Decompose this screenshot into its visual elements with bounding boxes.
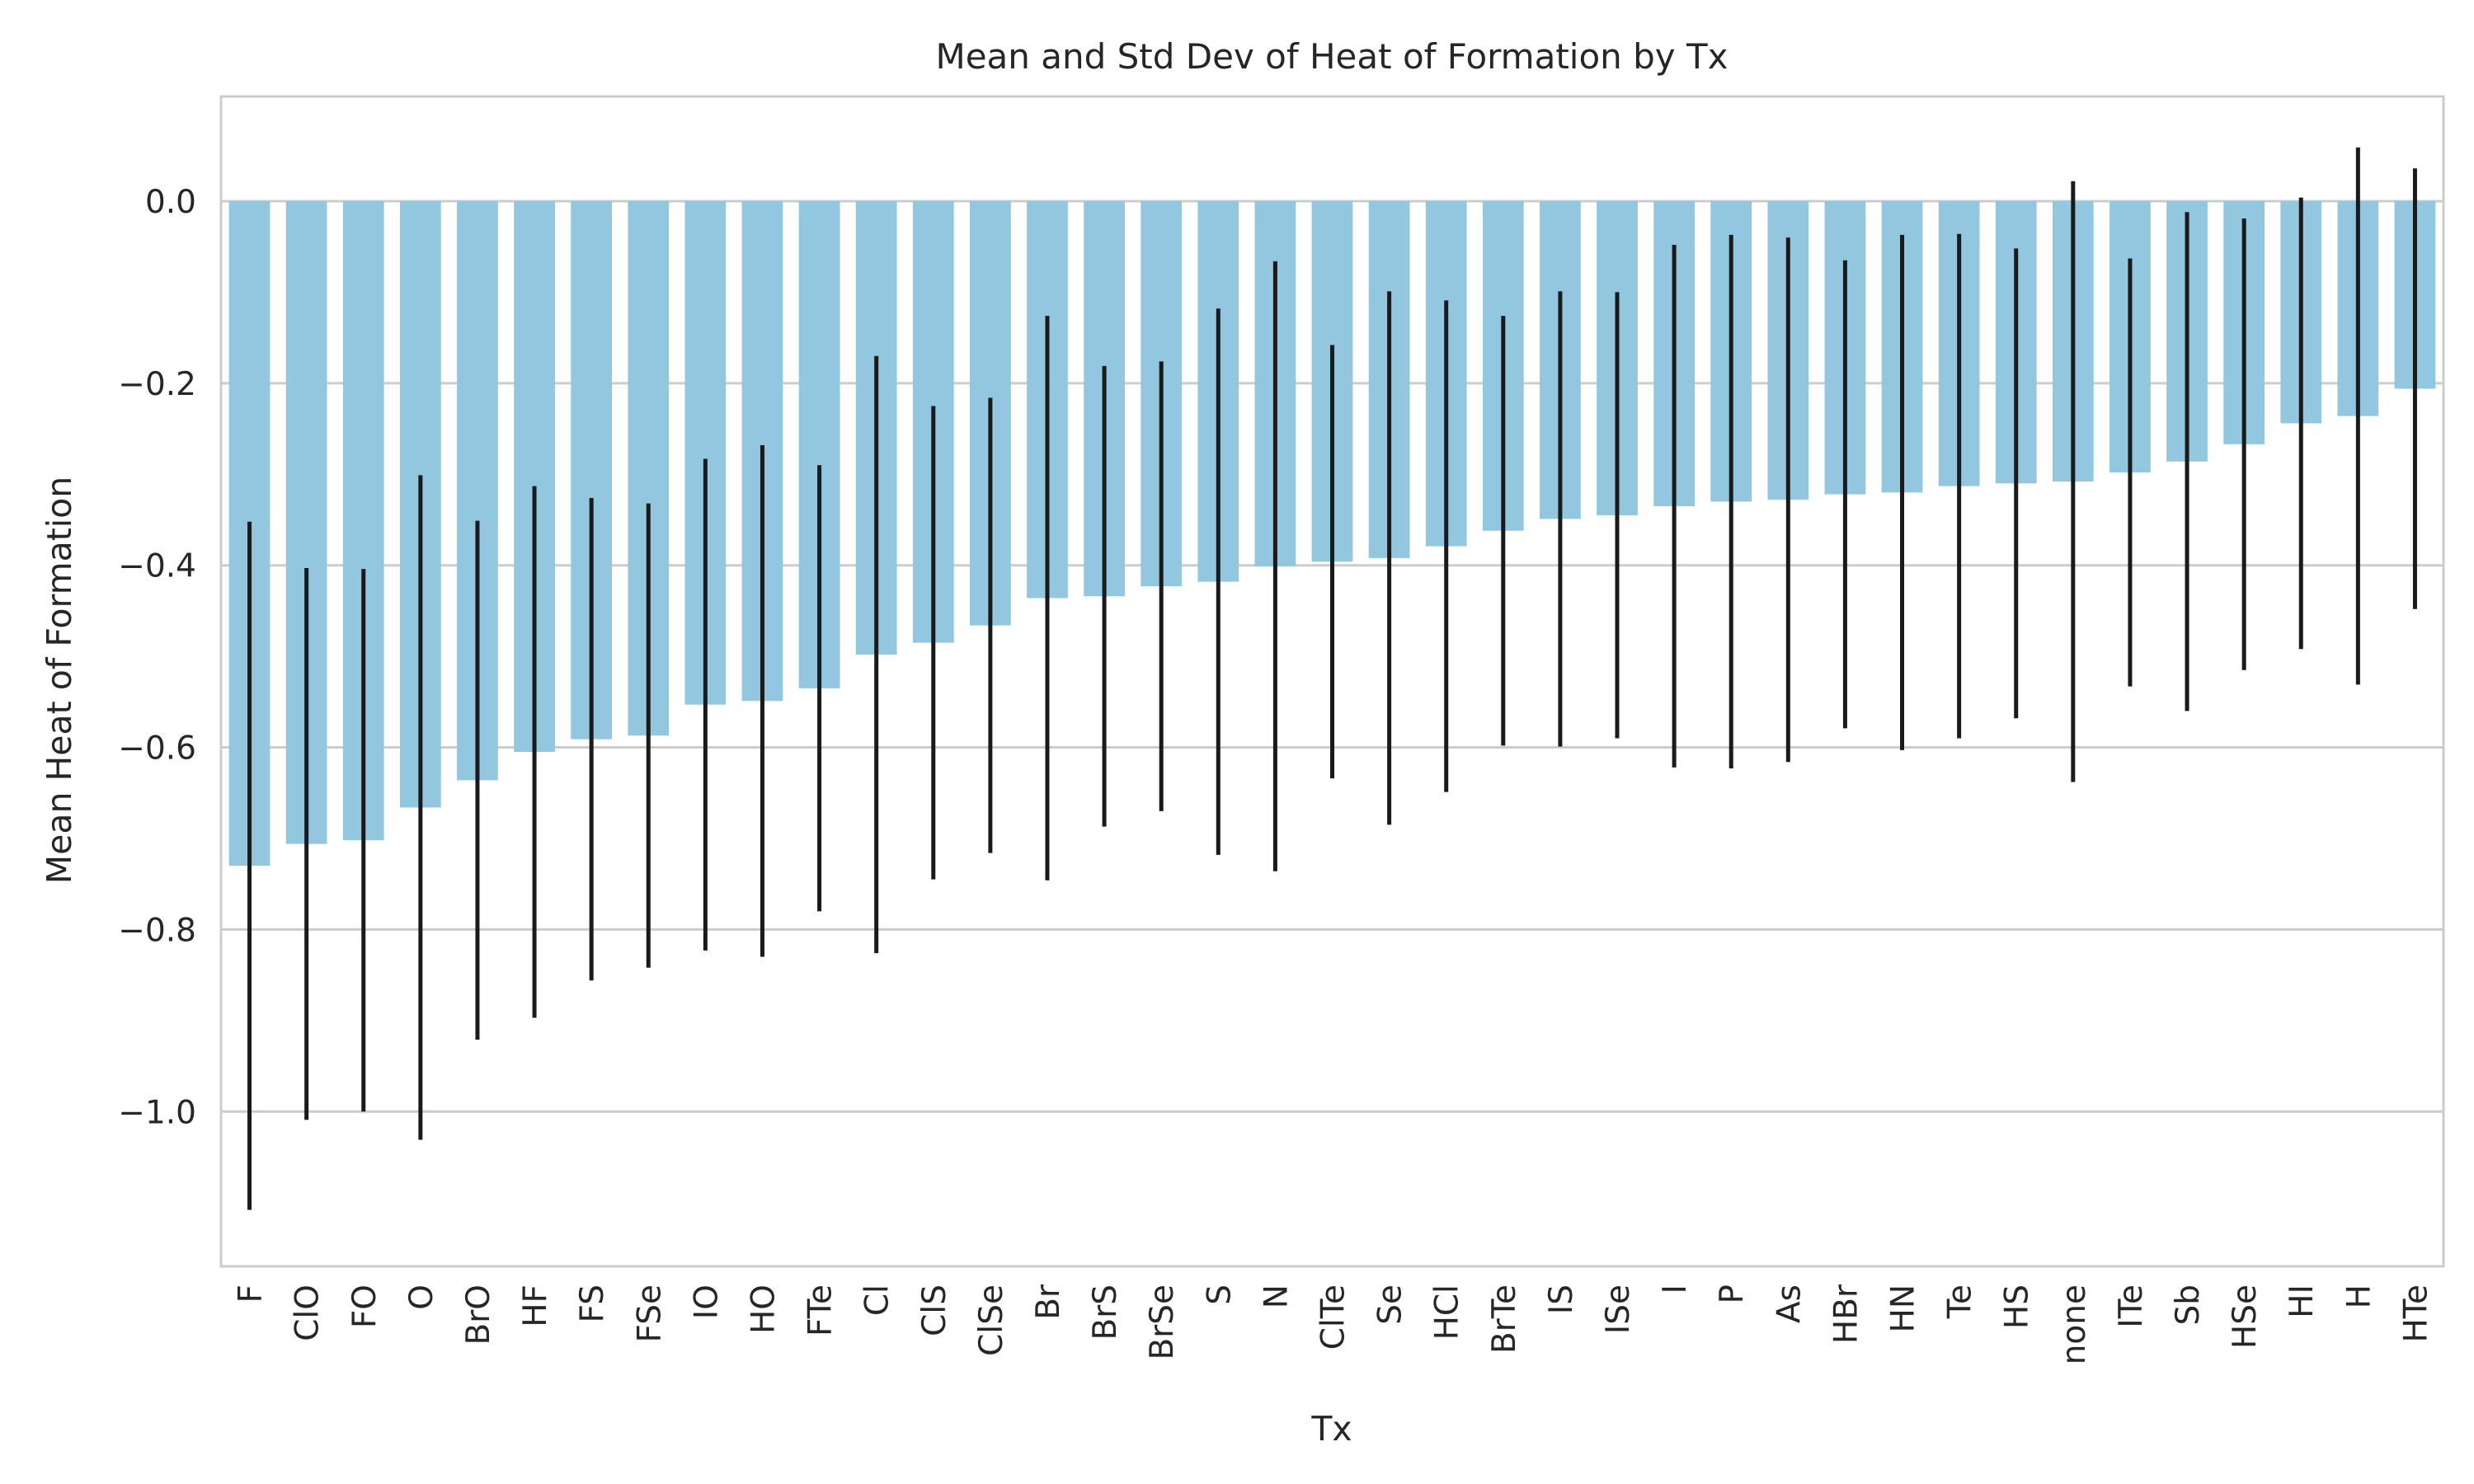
x-tick-label: BrO xyxy=(460,1284,497,1345)
y-tick-label: −0.2 xyxy=(118,366,196,403)
y-tick-label: −1.0 xyxy=(118,1094,196,1131)
y-tick-label: −0.8 xyxy=(118,912,196,949)
x-tick-label: none xyxy=(2056,1284,2093,1364)
y-tick-label: −0.4 xyxy=(118,548,196,585)
x-tick-label: HO xyxy=(745,1284,782,1334)
x-tick-label: HBr xyxy=(1827,1284,1865,1344)
x-tick-label: Sb xyxy=(2170,1284,2207,1326)
x-tick-label: FTe xyxy=(802,1284,840,1336)
x-tick-label: FS xyxy=(574,1284,611,1323)
x-tick-label: BrTe xyxy=(1486,1284,1523,1354)
x-tick-label: ISe xyxy=(1600,1284,1637,1334)
x-tick-label: I xyxy=(1657,1284,1694,1294)
y-axis-label: Mean Heat of Formation xyxy=(40,477,79,885)
y-tick-labels: 0.0 −0.2 −0.4 −0.6 −0.8 −1.0 xyxy=(118,184,196,1131)
x-tick-label: HI xyxy=(2284,1284,2321,1318)
x-tick-label: ClO xyxy=(289,1284,327,1341)
x-tick-label: HCl xyxy=(1429,1284,1466,1340)
x-tick-label: HF xyxy=(517,1284,554,1327)
x-tick-label: FSe xyxy=(631,1284,668,1343)
x-tick-label: IS xyxy=(1543,1284,1580,1314)
x-tick-label: S xyxy=(1201,1284,1238,1305)
x-tick-label: IO xyxy=(688,1284,725,1319)
x-tick-label: HSe xyxy=(2227,1284,2264,1349)
x-tick-label: Te xyxy=(1942,1284,1979,1319)
x-axis-label: Tx xyxy=(1310,1409,1352,1449)
x-tick-label: Se xyxy=(1372,1284,1409,1325)
x-tick-label: P xyxy=(1714,1284,1751,1304)
x-tick-label: H xyxy=(2340,1284,2378,1308)
x-tick-label: BrSe xyxy=(1144,1284,1181,1360)
x-tick-label: N xyxy=(1258,1284,1295,1308)
x-tick-label: F xyxy=(233,1284,270,1303)
x-tick-label: HTe xyxy=(2397,1284,2434,1343)
chart-title: Mean and Std Dev of Heat of Formation by… xyxy=(935,36,1728,77)
plot-frame xyxy=(219,95,2445,1268)
x-tick-label: Cl xyxy=(859,1284,896,1316)
x-tick-label: As xyxy=(1771,1284,1808,1323)
x-tick-label: O xyxy=(403,1284,440,1310)
x-tick-label: ITe xyxy=(2113,1284,2150,1328)
y-tick-label: 0.0 xyxy=(145,184,196,221)
x-tick-label: ClSe xyxy=(973,1284,1010,1356)
x-tick-label: HN xyxy=(1885,1284,1922,1333)
x-tick-label: Br xyxy=(1030,1284,1067,1320)
x-tick-label: FO xyxy=(346,1284,383,1328)
x-tick-label: HS xyxy=(1999,1284,2036,1329)
error-bars xyxy=(247,147,2417,1210)
x-tick-label: BrS xyxy=(1087,1284,1124,1341)
y-tick-label: −0.6 xyxy=(118,730,196,768)
x-tick-label: ClS xyxy=(916,1284,953,1336)
x-tick-label: ClTe xyxy=(1315,1284,1352,1350)
x-tick-labels: F ClO FO O BrO HF FS FSe IO HO FTe Cl ClS ClSe Br BrS Br… xyxy=(233,1284,2435,1364)
